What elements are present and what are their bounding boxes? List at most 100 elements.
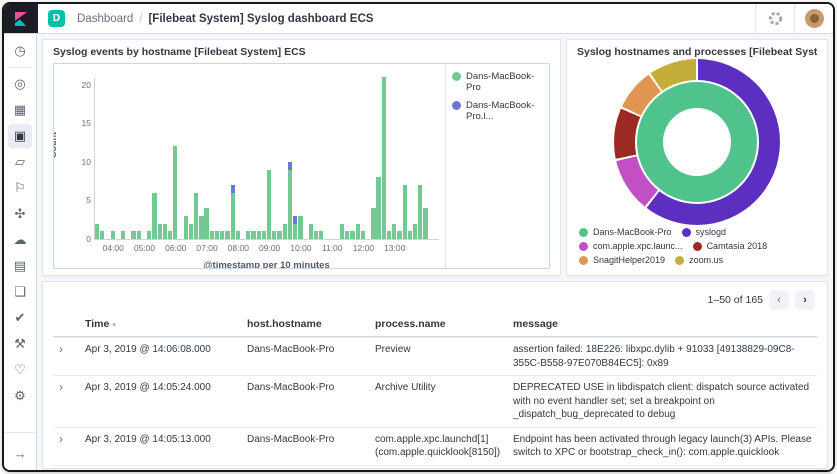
pagination-next-button[interactable]: › bbox=[795, 290, 815, 310]
legend-item-dans-macbook-pro-l-[interactable]: Dans-MacBook-Pro.l... bbox=[452, 100, 543, 122]
discover-icon: ◎ bbox=[14, 76, 26, 91]
donut-legend-item-com-apple-xpc-launc-[interactable]: com.apple.xpc.launc... bbox=[579, 241, 683, 251]
expand-row-button[interactable]: › bbox=[59, 431, 63, 446]
legend-item-dans-macbook-pro[interactable]: Dans-MacBook-Pro bbox=[452, 71, 543, 93]
bar-segment-green[interactable] bbox=[199, 215, 204, 239]
bar-segment-green[interactable] bbox=[381, 77, 386, 239]
donut-legend-item-camtasia-2018[interactable]: Camtasia 2018 bbox=[692, 241, 767, 251]
table-row: ›Apr 3, 2019 @ 14:03:36.000Dans-MacBook-… bbox=[53, 464, 817, 468]
bar-segment-green[interactable] bbox=[214, 231, 220, 239]
sidebar-item-apm[interactable]: ❏ bbox=[8, 280, 32, 304]
monitoring-icon: ♡ bbox=[14, 362, 26, 377]
sidebar-item-dev-tools[interactable]: ⚒ bbox=[8, 332, 32, 356]
bar-segment-green[interactable] bbox=[220, 231, 225, 239]
column-header-process[interactable]: process.name bbox=[375, 318, 446, 330]
bar-segment-green[interactable] bbox=[360, 231, 366, 239]
bar-segment-blue[interactable] bbox=[293, 215, 298, 224]
bar-segment-green[interactable] bbox=[376, 177, 381, 239]
gear-button[interactable] bbox=[756, 4, 794, 33]
bar-segment-green[interactable] bbox=[313, 231, 319, 239]
bar-segment-green[interactable] bbox=[277, 231, 282, 239]
bar-segment-green[interactable] bbox=[173, 146, 178, 239]
x-tick: 07:00 bbox=[196, 243, 218, 253]
bar-segment-green[interactable] bbox=[246, 231, 251, 239]
sidebar-collapse-button[interactable]: → bbox=[13, 445, 27, 461]
bar-segment-green[interactable] bbox=[235, 231, 240, 239]
bar-segment-blue[interactable] bbox=[287, 161, 293, 170]
donut-legend-item-dans-macbook-pro[interactable]: Dans-MacBook-Pro bbox=[579, 227, 672, 237]
donut-chart[interactable] bbox=[614, 58, 780, 225]
bar-segment-green[interactable] bbox=[298, 215, 303, 239]
bar-segment-green[interactable] bbox=[251, 231, 256, 239]
bar-segment-green[interactable] bbox=[204, 208, 209, 239]
sidebar-item-dashboard[interactable]: ▣ bbox=[8, 124, 32, 148]
bar-segment-green[interactable] bbox=[121, 231, 126, 239]
sidebar-item-logs[interactable]: ▤ bbox=[8, 254, 32, 278]
bar-segment-green[interactable] bbox=[225, 231, 230, 239]
sidebar-item-discover[interactable]: ◎ bbox=[8, 72, 32, 96]
column-header-time[interactable]: Time ▾ bbox=[85, 318, 116, 330]
donut-legend-item-snagithelper2019[interactable]: SnagitHelper2019 bbox=[579, 255, 665, 265]
y-tick: 10 bbox=[81, 156, 91, 167]
bar-segment-green[interactable] bbox=[183, 215, 188, 239]
donut-legend-item-syslogd[interactable]: syslogd bbox=[681, 227, 726, 237]
bar-segment-green[interactable] bbox=[339, 223, 345, 239]
bar-segment-green[interactable] bbox=[355, 223, 360, 239]
sidebar-item-visualize[interactable]: ▦ bbox=[8, 98, 32, 122]
bar-segment-green[interactable] bbox=[256, 231, 261, 239]
bar-segment-green[interactable] bbox=[293, 223, 298, 239]
bar-segment-green[interactable] bbox=[412, 223, 418, 239]
user-menu-button[interactable] bbox=[795, 4, 833, 33]
bar-segment-green[interactable] bbox=[397, 231, 402, 239]
bar-segment-green[interactable] bbox=[152, 192, 157, 239]
bar-segment-green[interactable] bbox=[194, 192, 199, 239]
bar-segment-green[interactable] bbox=[308, 223, 313, 239]
sidebar-item-machine-learning[interactable]: ✣ bbox=[8, 202, 32, 226]
bar-segment-green[interactable] bbox=[267, 169, 272, 239]
pagination-prev-button[interactable]: ‹ bbox=[769, 290, 789, 310]
sidebar-item-infrastructure[interactable]: ☁ bbox=[8, 228, 32, 252]
bar-segment-green[interactable] bbox=[386, 231, 392, 239]
bar-segment-green[interactable] bbox=[350, 231, 355, 239]
bar-segment-green[interactable] bbox=[287, 169, 293, 239]
expand-row-button[interactable]: › bbox=[59, 380, 63, 395]
bar-segment-green[interactable] bbox=[272, 231, 277, 239]
bar-segment-green[interactable] bbox=[157, 223, 162, 239]
bar-segment-green[interactable] bbox=[162, 223, 168, 239]
bar-segment-green[interactable] bbox=[95, 223, 100, 239]
bar-segment-green[interactable] bbox=[167, 231, 173, 239]
bar-segment-green[interactable] bbox=[423, 208, 428, 239]
bar-segment-green[interactable] bbox=[136, 231, 141, 239]
bar-segment-green[interactable] bbox=[345, 231, 350, 239]
bar-segment-green[interactable] bbox=[282, 223, 287, 239]
kibana-logo[interactable] bbox=[4, 4, 38, 33]
breadcrumb-dashboard-link[interactable]: Dashboard bbox=[77, 12, 134, 25]
bar-segment-green[interactable] bbox=[209, 231, 214, 239]
expand-row-button[interactable]: › bbox=[59, 342, 63, 357]
bar-segment-green[interactable] bbox=[319, 231, 324, 239]
bar-segment-blue[interactable] bbox=[230, 185, 235, 193]
bar-segment-green[interactable] bbox=[371, 208, 376, 239]
sidebar-item-monitoring[interactable]: ♡ bbox=[8, 358, 32, 382]
space-avatar[interactable]: D bbox=[48, 10, 65, 27]
bar-segment-green[interactable] bbox=[392, 223, 397, 239]
bar-segment-green[interactable] bbox=[402, 185, 407, 239]
bar-segment-green[interactable] bbox=[418, 185, 423, 239]
recently-viewed-icon: ◷ bbox=[14, 43, 26, 58]
bar-segment-green[interactable] bbox=[100, 231, 105, 239]
bar-segment-green[interactable] bbox=[131, 231, 136, 239]
bar-segment-green[interactable] bbox=[407, 231, 412, 239]
sidebar-item-maps[interactable]: ⚐ bbox=[8, 176, 32, 200]
bar-segment-green[interactable] bbox=[261, 231, 267, 239]
sidebar-item-recently-viewed[interactable]: ◷ bbox=[8, 39, 32, 63]
sidebar-item-management[interactable]: ⚙ bbox=[8, 384, 32, 408]
bar-segment-green[interactable] bbox=[147, 231, 152, 239]
bar-segment-green[interactable] bbox=[110, 231, 115, 239]
sidebar-item-uptime[interactable]: ✔ bbox=[8, 306, 32, 330]
column-header-host[interactable]: host.hostname bbox=[247, 318, 322, 330]
donut-legend-item-zoom-us[interactable]: zoom.us bbox=[675, 255, 723, 265]
bar-segment-green[interactable] bbox=[188, 223, 194, 239]
bar-segment-green[interactable] bbox=[230, 192, 235, 239]
sidebar-item-canvas[interactable]: ▱ bbox=[8, 150, 32, 174]
column-header-message[interactable]: message bbox=[513, 318, 558, 330]
